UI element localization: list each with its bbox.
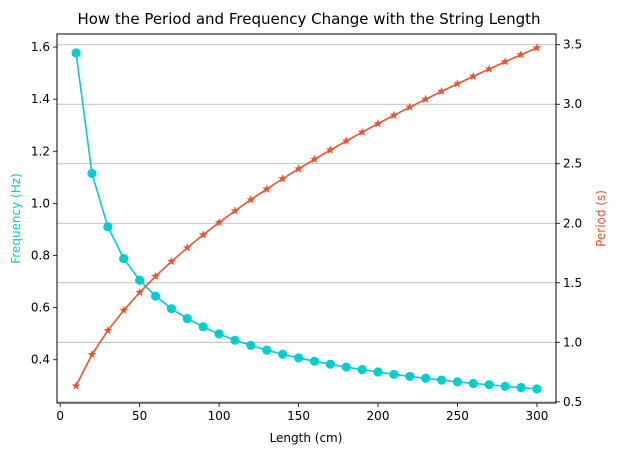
period-point [246,195,256,204]
period-point [119,305,129,314]
frequency-point [166,304,177,314]
frequency-point [516,383,526,393]
x-tick-label: 0 [56,409,64,423]
y-right-tick-label: 0.5 [563,395,582,409]
period-point [373,119,383,128]
period-point [389,110,399,120]
period-line [75,47,538,387]
period-point [468,71,478,81]
period-point [325,145,335,154]
period-point [103,325,113,335]
period-series [71,43,542,390]
y-right-tick-label: 1.0 [563,335,582,349]
grid [57,44,556,403]
frequency-point [373,367,383,377]
frequency-point [246,340,256,351]
y-left-tick-label: 0.8 [31,249,50,263]
y-axis-left: 0.4 0.6 0.8 1.0 1.2 1.4 1.6 [31,40,57,367]
period-point [500,57,510,66]
x-axis: 0 50 100 150 200 250 300 [56,403,548,423]
y-left-tick-label: 1.0 [31,196,50,210]
frequency-point [135,275,145,285]
frequency-point [230,335,240,345]
period-point [405,102,415,111]
frequency-point [103,222,113,232]
period-point [516,50,526,59]
period-point [182,243,192,252]
frequency-point [389,369,399,379]
frequency-point [182,313,192,324]
period-point [87,349,97,359]
y-left-tick-label: 1.2 [31,144,50,158]
frequency-point [500,381,510,391]
frequency-point [309,356,320,366]
period-point [214,217,224,227]
frequency-point [71,48,81,58]
period-point [230,206,240,215]
x-tick-label: 100 [208,409,231,423]
y-left-tick-label: 0.4 [31,353,50,367]
period-point [167,256,176,266]
period-point [421,94,431,103]
frequency-point [262,345,272,355]
y-left-tick-label: 1.6 [31,40,50,54]
frequency-point [278,349,288,359]
y-left-tick-label: 0.6 [31,301,50,315]
frequency-point [436,375,447,385]
period-point [484,64,494,73]
period-point [437,86,446,96]
period-point [262,184,272,193]
period-point [357,127,367,136]
x-tick-label: 250 [446,409,469,423]
frequency-point [119,254,129,264]
period-point [151,271,160,281]
x-tick-label: 50 [132,409,147,423]
y-right-tick-label: 3.0 [563,97,582,111]
period-point [71,381,81,390]
frequency-point [293,353,304,363]
plot-frame [56,33,557,404]
y-axis-left-label: Frequency (Hz) [9,173,23,264]
frequency-point [468,378,478,389]
frequency-point [325,359,335,369]
frequency-point [405,371,415,382]
chart-title: How the Period and Frequency Change with… [77,10,540,28]
period-point [341,136,351,145]
frequency-series [71,48,542,394]
y-axis-right: 0.5 1.0 1.5 2.0 2.5 3.0 3.5 [556,38,582,409]
frequency-point [452,377,463,387]
y-right-tick-label: 2.5 [563,157,582,171]
x-tick-label: 150 [287,409,310,423]
y-right-tick-label: 3.5 [563,38,582,52]
frequency-point [484,380,494,390]
frequency-point [341,362,351,372]
period-point [310,154,319,164]
frequency-point [532,384,542,394]
period-point [135,287,145,297]
period-point [532,43,542,52]
frequency-point [421,373,431,383]
frequency-point [87,168,97,179]
frequency-point [214,329,224,339]
period-point [294,164,303,173]
y-axis-right-label: Period (s) [594,190,608,247]
x-axis-label: Length (cm) [270,431,343,445]
frequency-point [150,291,161,301]
y-right-tick-label: 1.5 [563,276,582,290]
period-point [453,79,462,88]
period-point [278,174,288,183]
y-right-tick-label: 2.0 [563,216,582,230]
frequency-point [198,322,208,332]
y-left-tick-label: 1.4 [31,92,50,106]
frequency-line [75,52,537,390]
frequency-point [357,365,367,375]
period-point [198,230,208,239]
x-tick-label: 300 [525,409,548,423]
x-tick-label: 200 [367,409,390,423]
